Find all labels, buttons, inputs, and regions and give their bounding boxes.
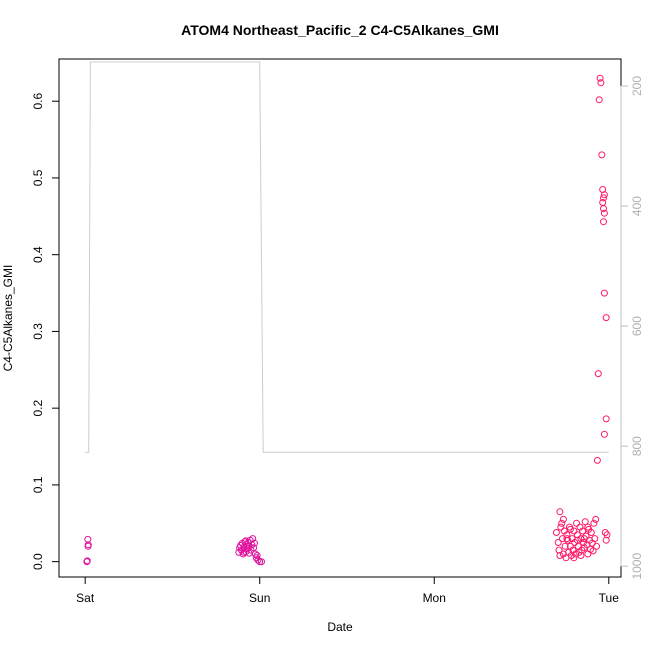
data-point (556, 508, 564, 516)
scatter-points-layer (83, 74, 611, 566)
data-point (600, 205, 607, 213)
data-point (593, 542, 601, 550)
data-point (556, 552, 564, 559)
data-point (602, 314, 610, 322)
data-point (563, 535, 571, 543)
y-tick-label: 0.4 (31, 246, 45, 263)
data-point (580, 535, 588, 543)
data-point (83, 557, 91, 565)
data-point (603, 531, 611, 539)
data-point (84, 541, 92, 549)
secondary-y-axis: 200 400 600 800 1000 (620, 76, 644, 580)
pressure-line-layer (85, 61, 609, 453)
data-point (581, 518, 589, 526)
data-point (595, 96, 603, 104)
secondary-tick-label: 800 (630, 436, 644, 456)
data-point (254, 556, 262, 564)
data-point (592, 515, 600, 523)
secondary-tick-label: 600 (630, 316, 644, 336)
data-point (596, 74, 604, 82)
data-point (600, 191, 608, 199)
data-point (591, 535, 599, 543)
data-point (597, 79, 605, 87)
data-point (251, 539, 258, 547)
y-axis: 0.0 0.1 0.2 0.3 0.4 0.5 0.6 (31, 93, 60, 570)
y-tick-label: 0.1 (31, 476, 45, 493)
x-tick-label: Tue (599, 591, 620, 605)
y-axis-label: C4-C5Alkanes_GMI (1, 265, 15, 372)
data-point (577, 552, 585, 559)
data-point (245, 549, 253, 557)
data-point (253, 552, 261, 559)
data-point (600, 289, 608, 297)
data-point (600, 209, 608, 217)
data-point (587, 529, 595, 536)
data-point (573, 531, 581, 539)
chart-title: ATOM4 Northeast_Pacific_2 C4-C5Alkanes_G… (181, 22, 499, 38)
data-point (584, 523, 592, 531)
y-tick-label: 0.3 (31, 323, 45, 340)
data-point (570, 554, 578, 562)
pressure-line (85, 61, 609, 453)
data-point (566, 525, 574, 533)
data-point (240, 548, 248, 556)
data-point (570, 527, 578, 535)
y-tick-label: 0.2 (31, 400, 45, 417)
data-point (602, 415, 610, 423)
data-point (242, 537, 250, 545)
secondary-tick-label: 400 (630, 196, 644, 216)
data-point (582, 532, 590, 540)
data-point (557, 523, 565, 531)
data-point (589, 547, 597, 555)
data-point (258, 558, 265, 566)
data-point (554, 539, 562, 546)
x-axis-label: Date (327, 620, 353, 634)
plot-frame (58, 58, 622, 578)
data-point (600, 194, 607, 202)
y-tick-label: 0.0 (31, 553, 45, 570)
secondary-tick-label: 200 (630, 76, 644, 96)
data-point (593, 456, 601, 464)
x-tick-label: Sun (249, 591, 270, 605)
x-tick-label: Mon (423, 591, 446, 605)
data-point (602, 536, 610, 544)
secondary-tick-label: 1000 (630, 553, 644, 580)
data-point (561, 542, 569, 550)
data-point (558, 519, 566, 527)
data-point (574, 542, 582, 550)
data-point (249, 535, 257, 543)
data-point (573, 519, 580, 527)
data-point (559, 515, 567, 523)
data-point (552, 529, 560, 536)
data-point (590, 519, 598, 527)
y-tick-label: 0.5 (31, 169, 45, 186)
data-point (594, 370, 602, 378)
y-tick-label: 0.6 (31, 93, 45, 110)
data-point (573, 536, 581, 544)
data-point (600, 218, 607, 226)
data-point (84, 535, 92, 543)
data-point (598, 151, 606, 159)
x-tick-label: Sat (76, 591, 95, 605)
data-point (600, 430, 608, 438)
data-point (580, 539, 587, 546)
x-axis: Sat Sun Mon Tue (76, 576, 620, 605)
